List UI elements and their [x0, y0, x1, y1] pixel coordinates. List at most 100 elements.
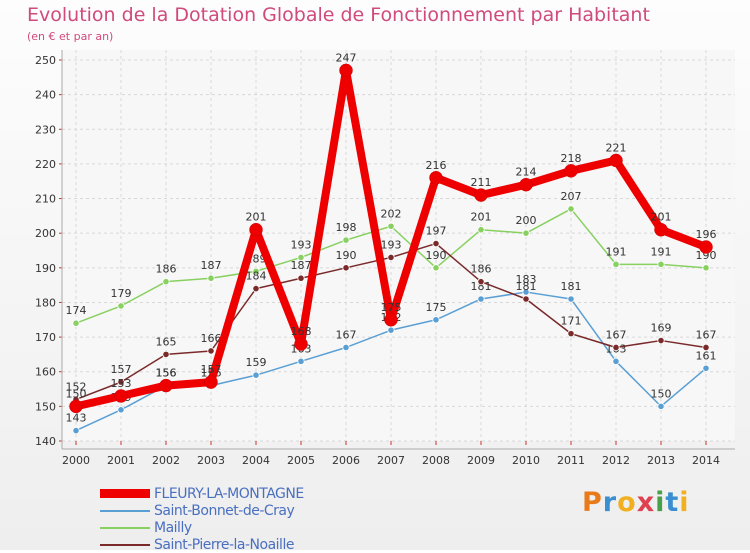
- series-point-0: [522, 288, 530, 296]
- data-label: 167: [606, 328, 627, 341]
- series-point-2: [342, 264, 350, 272]
- y-tick-label: 200: [35, 227, 56, 240]
- logo-letter: i: [655, 487, 666, 518]
- logo-letter: x: [636, 487, 656, 518]
- series-point-3: [609, 153, 623, 168]
- data-label: 169: [651, 322, 672, 335]
- data-label: 200: [516, 214, 537, 227]
- data-label: 197: [426, 225, 447, 238]
- data-label: 201: [246, 211, 267, 224]
- chart-legend: FLEURY-LA-MONTAGNE Saint-Bonnet-de-Cray Ma…: [100, 485, 304, 553]
- data-label: 161: [696, 349, 717, 362]
- data-label: 183: [516, 273, 537, 286]
- data-label: 191: [651, 245, 672, 258]
- series-point-1: [117, 302, 125, 310]
- series-point-1: [567, 205, 575, 213]
- series-point-3: [429, 171, 443, 185]
- x-tick-label: 2010: [512, 454, 540, 467]
- x-tick-label: 2012: [602, 454, 630, 467]
- series-point-1: [72, 319, 80, 327]
- data-label: 143: [66, 412, 87, 425]
- series-point-3: [249, 222, 263, 237]
- data-label: 165: [156, 335, 177, 348]
- data-label: 150: [651, 387, 672, 400]
- series-point-0: [252, 371, 260, 379]
- y-tick-label: 220: [35, 158, 56, 171]
- series-point-2: [612, 343, 620, 352]
- x-tick-label: 2008: [422, 454, 450, 467]
- series-point-2: [522, 295, 530, 303]
- series-point-2: [252, 284, 260, 293]
- data-label: 201: [651, 211, 672, 224]
- series-point-3: [294, 337, 308, 351]
- series-point-1: [342, 236, 350, 244]
- series-point-3: [564, 164, 578, 178]
- data-label: 171: [561, 315, 582, 328]
- legend-item: Mailly: [100, 519, 304, 536]
- series-point-1: [387, 222, 395, 230]
- x-tick-label: 2006: [332, 454, 360, 467]
- series-point-1: [522, 229, 530, 237]
- data-label: 216: [426, 159, 447, 172]
- legend-swatch: [100, 543, 150, 546]
- x-tick-label: 2007: [377, 454, 405, 467]
- x-tick-label: 2005: [287, 454, 315, 467]
- x-tick-label: 2002: [152, 454, 180, 467]
- series-point-3: [654, 222, 668, 237]
- series-point-1: [207, 274, 215, 282]
- data-label: 190: [336, 249, 357, 262]
- series-point-0: [432, 316, 440, 324]
- data-label: 167: [696, 328, 717, 341]
- data-label: 247: [336, 51, 357, 64]
- series-point-2: [432, 239, 440, 248]
- data-label: 159: [246, 356, 267, 369]
- y-tick-label: 170: [35, 331, 56, 344]
- series-point-2: [567, 330, 575, 338]
- data-label: 193: [381, 238, 402, 251]
- data-label: 181: [561, 280, 582, 293]
- series-point-0: [342, 343, 350, 352]
- x-tick-label: 2000: [62, 454, 90, 467]
- series-point-1: [612, 260, 620, 268]
- series-point-1: [477, 226, 485, 234]
- x-tick-label: 2013: [647, 454, 675, 467]
- logo-letter: t: [665, 487, 680, 518]
- series-point-2: [477, 278, 485, 286]
- x-tick-label: 2001: [107, 454, 135, 467]
- data-label: 174: [66, 304, 87, 317]
- legend-swatch: [100, 489, 150, 498]
- legend-label: FLEURY-LA-MONTAGNE: [154, 485, 304, 502]
- series-point-0: [612, 357, 620, 365]
- series-point-0: [72, 427, 80, 435]
- data-label: 157: [201, 363, 222, 376]
- data-label: 186: [156, 263, 177, 276]
- data-label: 184: [246, 270, 267, 283]
- legend-label: Mailly: [154, 519, 192, 536]
- series-point-3: [474, 188, 488, 202]
- data-label: 156: [156, 367, 177, 380]
- series-point-3: [384, 313, 398, 327]
- series-point-0: [297, 357, 305, 365]
- series-point-2: [162, 350, 170, 359]
- data-label: 190: [426, 249, 447, 262]
- series-point-1: [657, 260, 665, 268]
- data-label: 152: [66, 380, 87, 393]
- data-label: 191: [606, 245, 627, 258]
- series-point-0: [117, 406, 125, 414]
- data-label: 186: [471, 263, 492, 276]
- data-label: 201: [471, 211, 492, 224]
- legend-swatch: [100, 509, 150, 512]
- data-label: 196: [696, 228, 717, 241]
- series-point-2: [702, 343, 710, 352]
- logo-letter: r: [602, 487, 618, 518]
- data-label: 221: [606, 141, 627, 154]
- series-point-0: [702, 364, 710, 372]
- series-point-0: [567, 295, 575, 303]
- data-label: 198: [336, 221, 357, 234]
- chart-title: Evolution de la Dotation Globale de Fonc…: [27, 4, 650, 26]
- series-point-1: [702, 264, 710, 272]
- data-label: 187: [291, 259, 312, 272]
- series-point-2: [387, 253, 395, 262]
- y-tick-label: 230: [35, 123, 56, 136]
